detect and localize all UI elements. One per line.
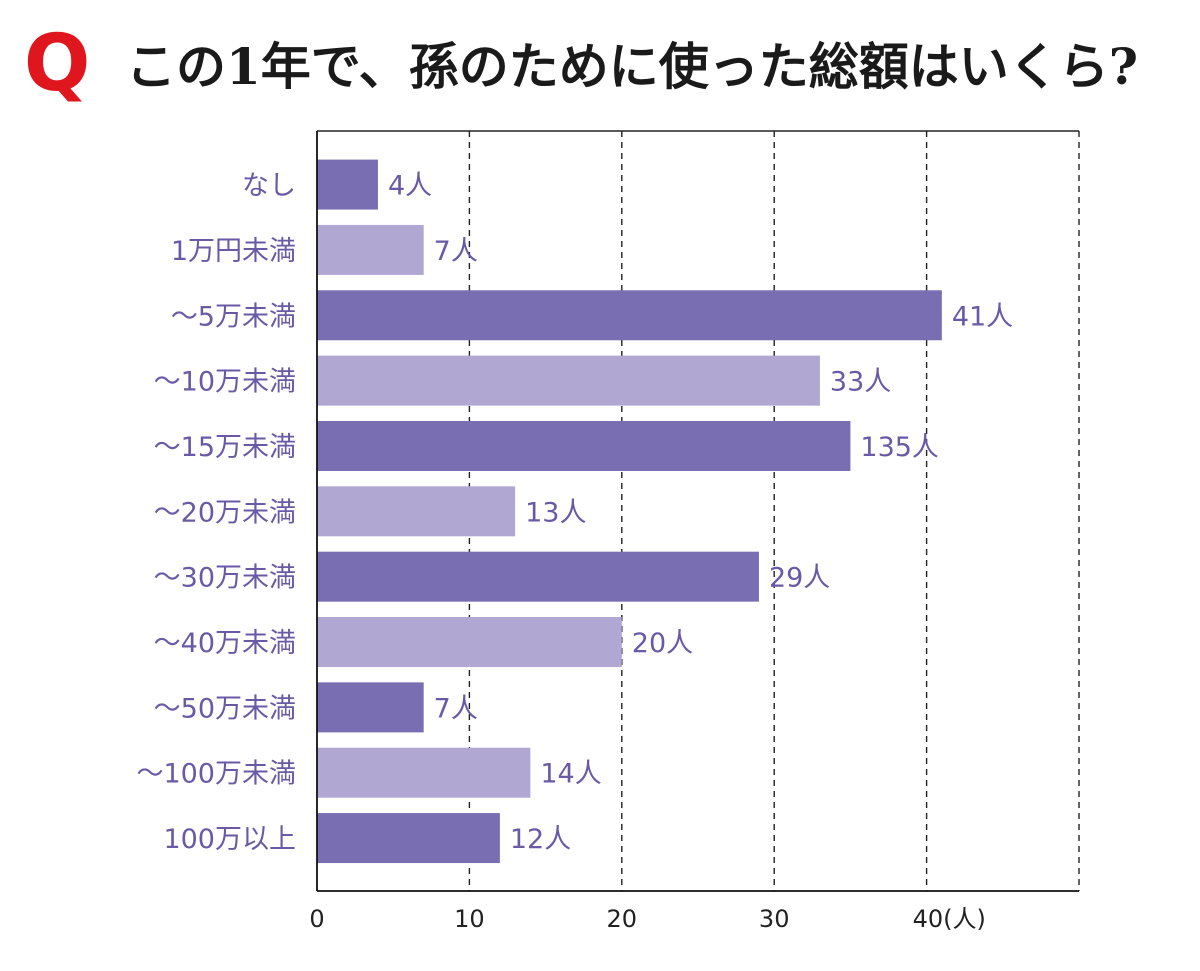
q-mark: Q bbox=[24, 19, 90, 109]
x-tick-label: 30 bbox=[759, 905, 790, 933]
x-tick-label: 10 bbox=[454, 905, 485, 933]
value-label: 12人 bbox=[510, 824, 571, 855]
bar bbox=[317, 486, 516, 537]
value-label: 7人 bbox=[434, 236, 478, 267]
category-label: なし bbox=[242, 171, 296, 202]
bar bbox=[317, 747, 531, 798]
category-label: 〜15万未満 bbox=[154, 432, 296, 463]
category-label: 〜5万未満 bbox=[171, 301, 296, 332]
bar bbox=[317, 224, 424, 275]
category-label: 〜50万未満 bbox=[154, 693, 296, 724]
value-label: 33人 bbox=[830, 367, 891, 398]
value-label: 20人 bbox=[632, 628, 693, 659]
bar bbox=[317, 682, 424, 733]
value-label: 41人 bbox=[952, 301, 1013, 332]
category-label: 〜20万未満 bbox=[154, 497, 296, 528]
bar bbox=[317, 159, 378, 210]
x-tick-label: 20 bbox=[607, 905, 638, 933]
bar bbox=[317, 420, 851, 471]
value-label: 14人 bbox=[540, 759, 601, 790]
category-label: 100万以上 bbox=[163, 824, 296, 855]
x-tick-label: 0 bbox=[309, 905, 324, 933]
value-label: 135人 bbox=[860, 432, 939, 463]
bar bbox=[317, 813, 500, 864]
value-label: 7人 bbox=[434, 693, 478, 724]
bar bbox=[317, 355, 820, 406]
category-label: 〜40万未満 bbox=[154, 628, 296, 659]
bar-layer bbox=[317, 159, 942, 864]
value-label: 4人 bbox=[388, 171, 432, 202]
category-label: 〜10万未満 bbox=[154, 367, 296, 398]
category-label: 1万円未満 bbox=[171, 236, 296, 267]
category-label: 〜100万未満 bbox=[136, 759, 296, 790]
chart-title: この1年で、孫のために使った総額はいくら? bbox=[126, 37, 1138, 96]
value-label: 29人 bbox=[769, 563, 830, 594]
axis-layer: 0 10 20 30 40(人) bbox=[309, 130, 1079, 933]
x-tick-label: 40(人) bbox=[913, 905, 986, 933]
value-label: 13人 bbox=[525, 497, 586, 528]
bar bbox=[317, 617, 622, 668]
category-label: 〜30万未満 bbox=[154, 563, 296, 594]
bar bbox=[317, 290, 942, 341]
bar bbox=[317, 551, 759, 602]
